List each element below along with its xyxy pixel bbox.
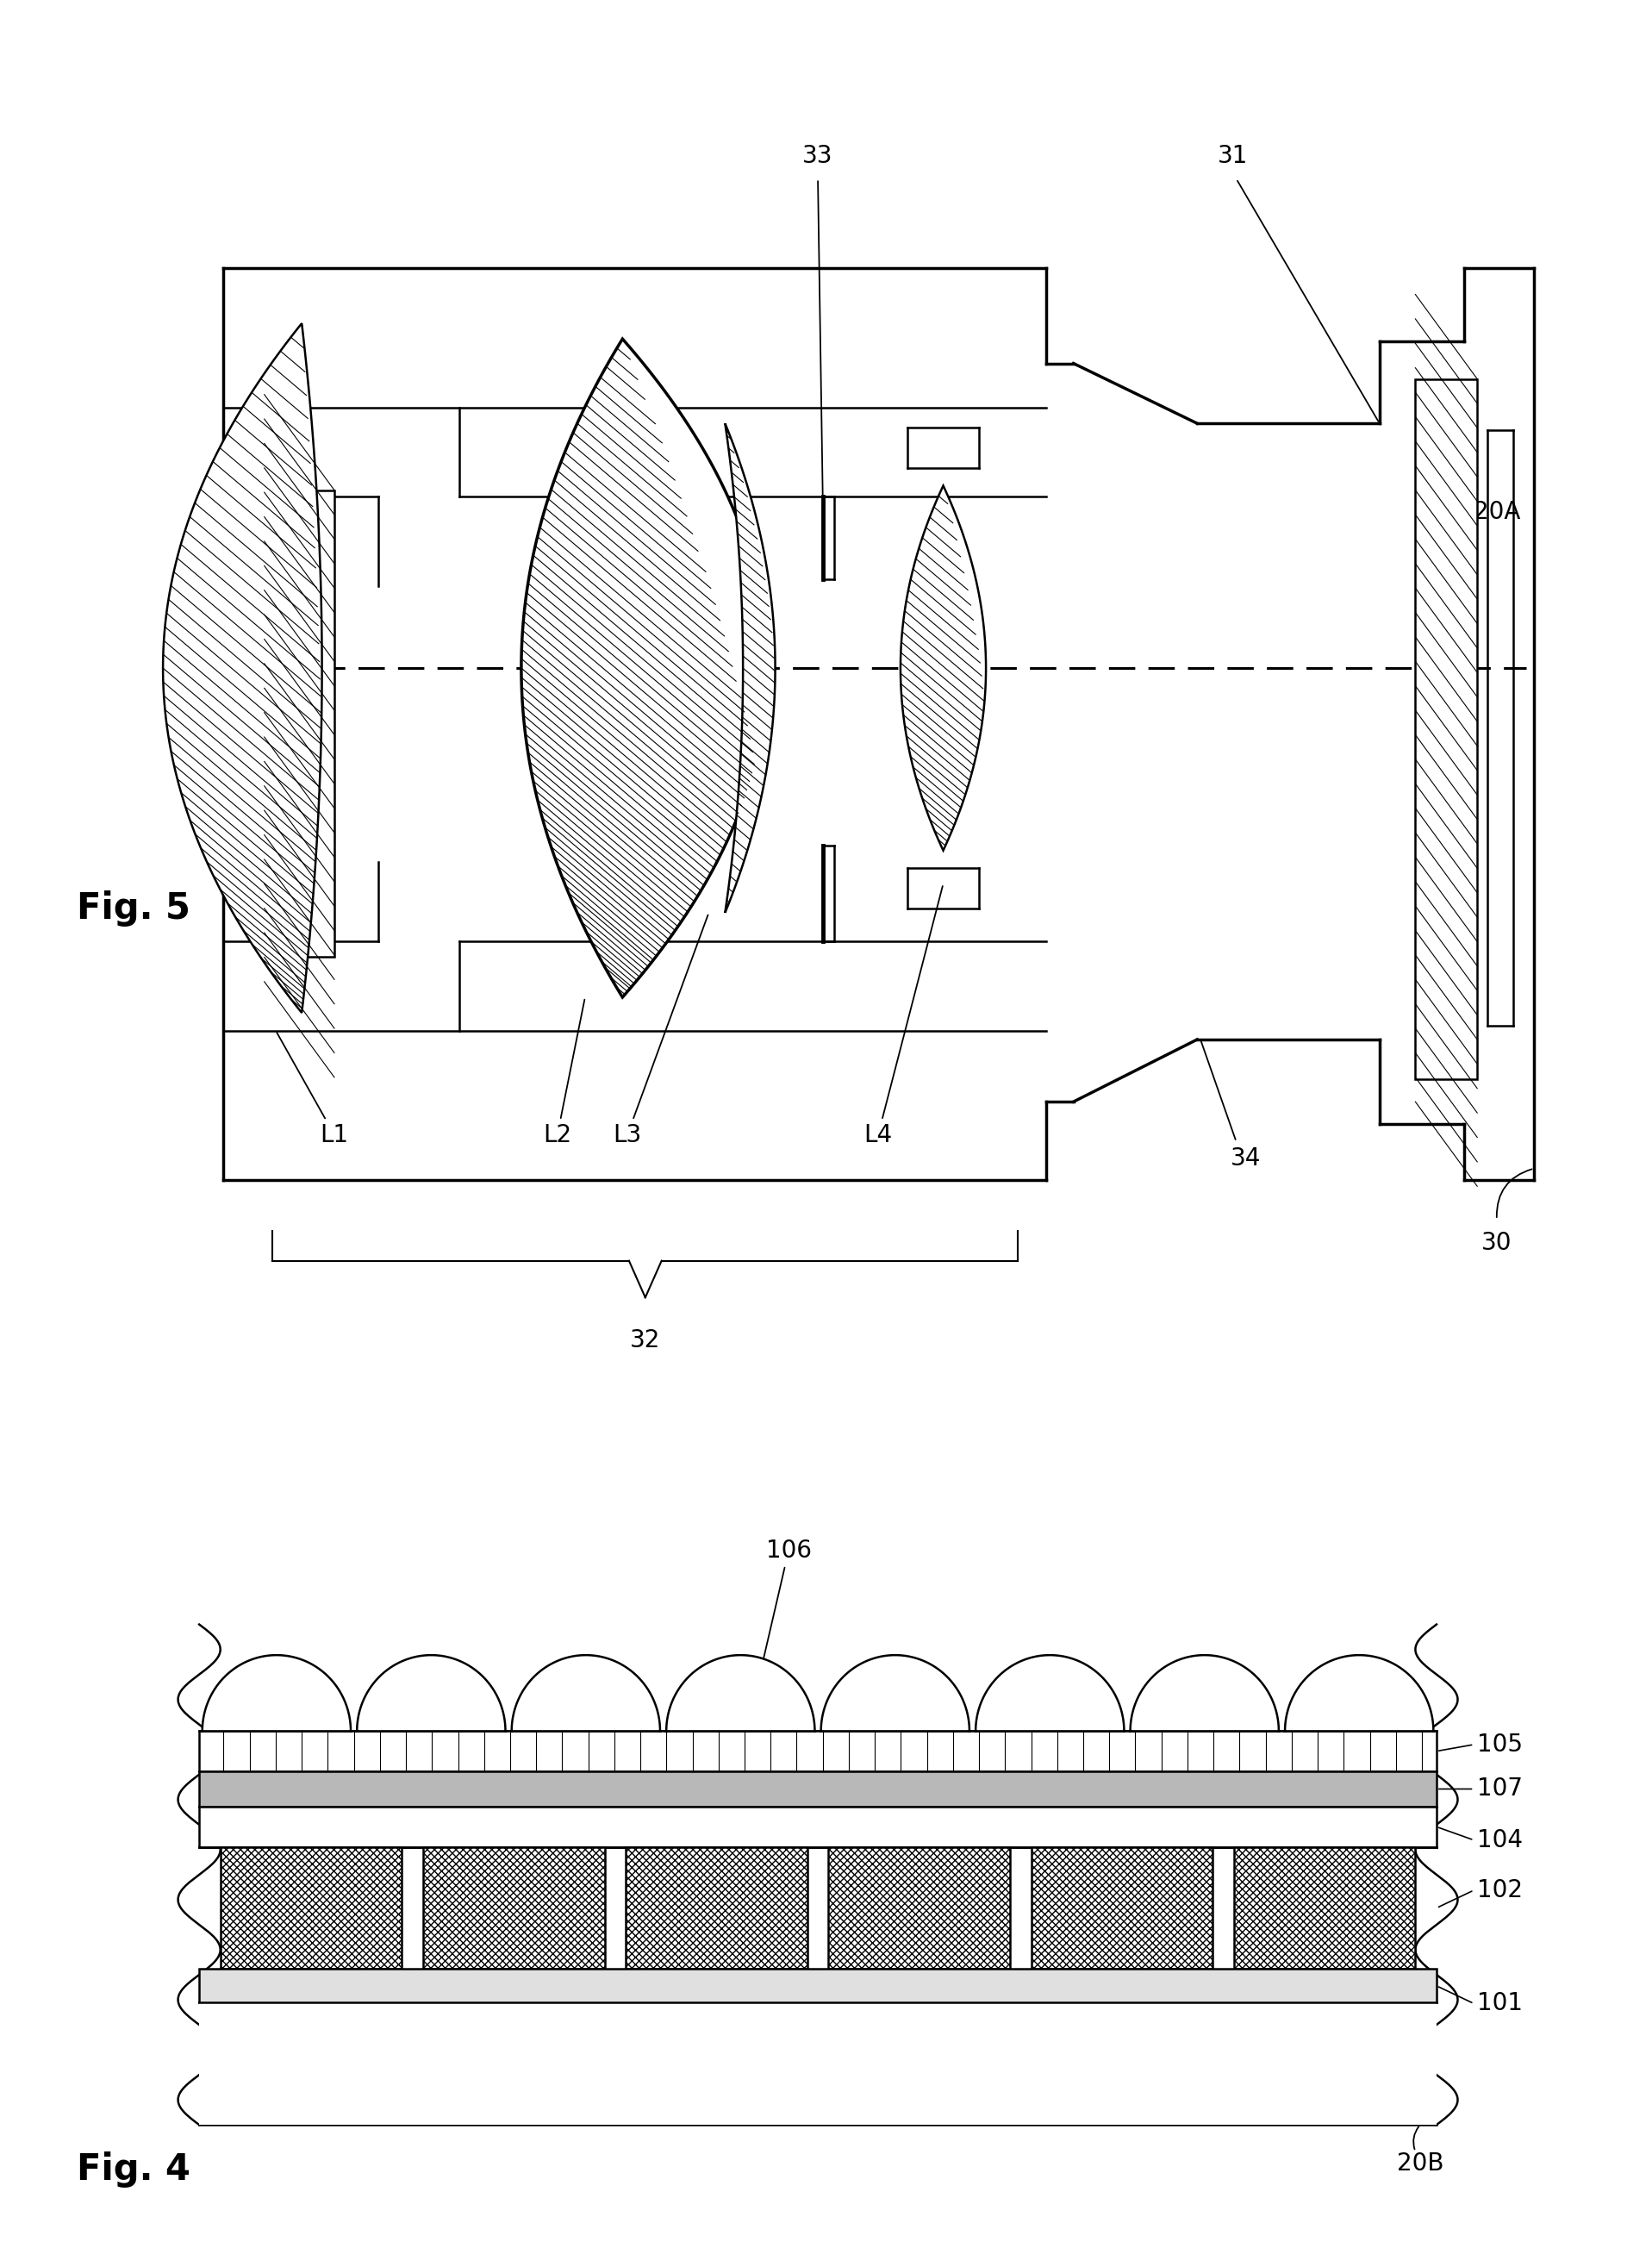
- Polygon shape: [725, 423, 775, 913]
- Polygon shape: [975, 1655, 1125, 1731]
- Bar: [1031, 1848, 1213, 1969]
- Bar: [626, 1848, 808, 1969]
- Polygon shape: [355, 1655, 507, 1731]
- Bar: [828, 1848, 1009, 1969]
- Bar: [220, 1848, 401, 1969]
- Bar: [200, 1771, 1437, 1807]
- Text: L3: L3: [613, 915, 709, 1146]
- Bar: [200, 1969, 1437, 2003]
- Bar: [200, 2003, 1437, 2124]
- Polygon shape: [1128, 1655, 1280, 1731]
- Text: 31: 31: [1218, 144, 1249, 169]
- Bar: [200, 1731, 1437, 1771]
- Text: 105: 105: [1477, 1733, 1523, 1756]
- Text: Fig. 4: Fig. 4: [78, 2151, 190, 2187]
- Text: 20A: 20A: [1474, 501, 1521, 524]
- Bar: [200, 1807, 1437, 1848]
- Text: 103: 103: [943, 2059, 1001, 2102]
- Polygon shape: [522, 339, 767, 998]
- Text: 33: 33: [803, 144, 833, 169]
- Text: 32: 32: [629, 1329, 661, 1353]
- Text: X: X: [244, 751, 261, 776]
- Text: 107: 107: [1477, 1776, 1523, 1801]
- Polygon shape: [202, 1655, 352, 1731]
- Text: 104: 104: [1477, 1828, 1523, 1852]
- Bar: [423, 1848, 605, 1969]
- Polygon shape: [900, 486, 986, 850]
- Text: 20B: 20B: [1396, 2151, 1444, 2176]
- Bar: [264, 490, 334, 958]
- Text: 30: 30: [1482, 1230, 1512, 1254]
- Text: Fig. 5: Fig. 5: [78, 890, 190, 926]
- Text: L2: L2: [544, 1000, 585, 1146]
- Text: 106: 106: [757, 1538, 811, 1688]
- Polygon shape: [510, 1655, 661, 1731]
- Polygon shape: [664, 1655, 816, 1731]
- Polygon shape: [1284, 1655, 1436, 1731]
- Text: L1: L1: [278, 1032, 349, 1146]
- Polygon shape: [819, 1655, 971, 1731]
- Text: 34: 34: [1231, 1146, 1260, 1171]
- Text: 102: 102: [1477, 1877, 1523, 1902]
- Bar: [1416, 380, 1477, 1079]
- Polygon shape: [164, 324, 322, 1014]
- Bar: [1234, 1848, 1416, 1969]
- Text: 101: 101: [1477, 1992, 1523, 2016]
- Text: L4: L4: [864, 886, 943, 1146]
